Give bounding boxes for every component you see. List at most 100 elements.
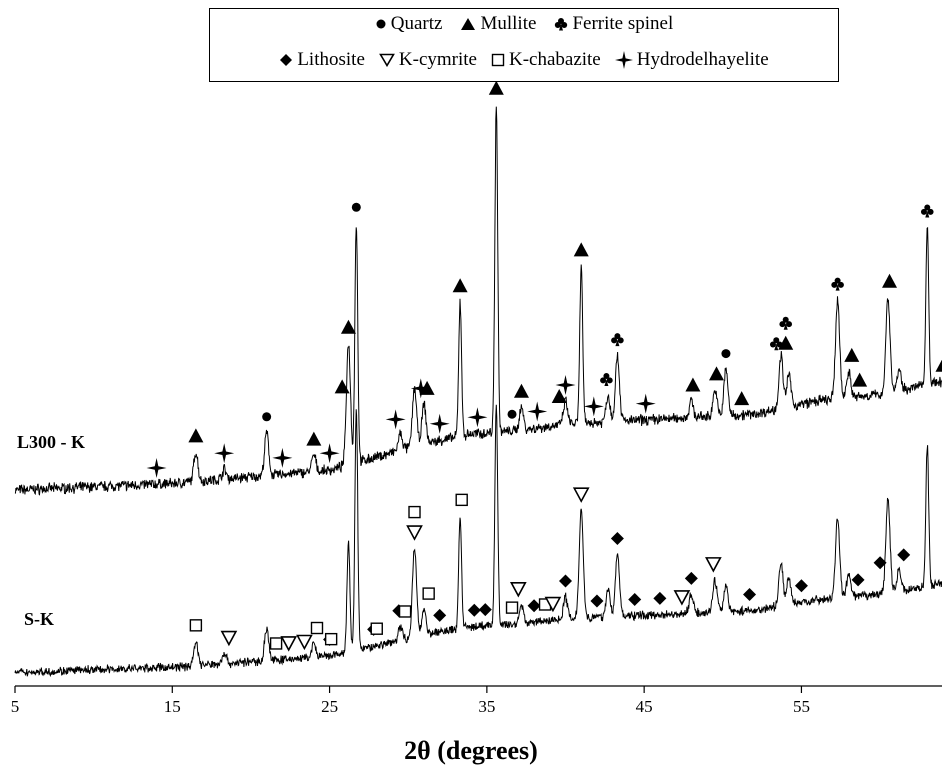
diamond-icon — [280, 54, 293, 66]
triangle-down-open-marker — [544, 596, 562, 613]
x-tick-label: 5 — [11, 697, 20, 716]
square-open-marker — [505, 601, 519, 614]
legend-label-k-cymrite: K-cymrite — [398, 49, 477, 70]
cross-star-marker — [429, 413, 450, 434]
x-tick-label: 45 — [636, 697, 653, 716]
square-open-icon — [491, 53, 505, 67]
x-tick-label: 55 — [793, 697, 810, 716]
square-open-marker — [408, 505, 421, 519]
diamond-marker — [851, 573, 865, 587]
series-label-s-k: S-K — [24, 609, 55, 629]
legend-label-quartz: Quartz — [390, 13, 443, 34]
circle-marker — [507, 409, 517, 419]
triangle-marker — [852, 372, 868, 387]
diamond-marker — [653, 591, 667, 605]
diamond-marker — [684, 571, 698, 585]
square-open-marker — [370, 622, 383, 635]
triangle-down-open-marker — [509, 581, 527, 598]
square-open-marker — [310, 621, 324, 635]
triangle-marker — [334, 379, 350, 394]
x-tick-label: 25 — [321, 697, 338, 716]
series-label-l300-k: L300 - K — [17, 432, 86, 452]
cross-star-marker — [635, 393, 656, 414]
triangle-down-open-marker — [220, 630, 238, 647]
square-open-marker — [269, 637, 283, 650]
triangle-icon — [461, 18, 476, 30]
triangle-marker — [734, 391, 750, 406]
club-marker — [779, 316, 793, 330]
triangle-marker — [935, 359, 942, 372]
circle-marker — [351, 202, 361, 212]
diamond-marker — [559, 574, 573, 588]
circle-icon — [376, 19, 386, 29]
cross-star-marker — [272, 447, 293, 468]
legend-item-lithosite: Lithosite — [279, 49, 365, 71]
legend: Quartz Mullite Ferrite spinel Lithosite … — [209, 8, 839, 82]
legend-item-mullite: Mullite — [460, 13, 536, 35]
legend-label-mullite: Mullite — [480, 13, 537, 34]
legend-item-k-cymrite: K-cymrite — [378, 49, 477, 71]
cross-star-marker — [214, 443, 235, 464]
triangle-marker — [188, 428, 204, 443]
x-tick-label: 15 — [164, 697, 181, 716]
triangle-marker — [488, 80, 504, 95]
triangle-marker — [844, 347, 860, 362]
triangle-marker — [513, 383, 529, 398]
club-marker — [600, 373, 613, 387]
diamond-marker — [794, 579, 808, 593]
legend-label-k-chabazite: K-chabazite — [508, 49, 601, 70]
legend-label-hydrodelhayelite: Hydrodelhayelite — [636, 49, 769, 70]
diamond-marker — [628, 592, 642, 606]
circle-marker — [721, 349, 731, 359]
triangle-marker — [551, 389, 567, 404]
cross-star-marker — [527, 401, 548, 422]
legend-item-quartz: Quartz — [375, 13, 443, 35]
triangle-marker — [573, 242, 589, 257]
triangle-down-open-marker — [572, 487, 590, 503]
triangle-marker — [452, 278, 468, 293]
cross-star-icon — [614, 51, 633, 69]
x-ticks-group: 5 15 25 35 45 55 — [11, 686, 810, 716]
legend-item-hydrodelhayelite: Hydrodelhayelite — [614, 49, 769, 71]
club-marker — [611, 333, 624, 347]
diamond-marker — [873, 556, 887, 570]
diamond-marker — [467, 603, 481, 617]
legend-row-2: Lithosite K-cymrite K-chabazite Hydrodel… — [210, 49, 838, 71]
diamond-marker — [610, 531, 624, 545]
cross-star-marker — [319, 443, 340, 464]
triangle-marker — [419, 380, 435, 395]
triangle-down-open-icon — [378, 53, 395, 67]
triangle-down-open-marker — [705, 557, 722, 573]
club-marker — [831, 277, 844, 291]
x-axis-label: 2θ (degrees) — [404, 736, 538, 765]
diamond-marker — [743, 588, 757, 602]
legend-label-ferrite-spinel: Ferrite spinel — [572, 13, 674, 34]
cross-star-marker — [385, 409, 406, 430]
circle-marker — [262, 412, 272, 422]
series-line-s-k — [14, 404, 942, 678]
club-marker — [920, 204, 934, 218]
diamond-marker — [478, 603, 492, 617]
triangle-down-open-marker — [406, 525, 423, 541]
triangle-marker — [709, 366, 725, 381]
square-open-marker — [189, 619, 203, 632]
triangle-marker — [340, 319, 356, 334]
triangle-down-open-marker — [296, 634, 313, 651]
diamond-marker — [590, 594, 604, 608]
cross-star-marker — [410, 378, 431, 399]
cross-star-marker — [146, 457, 167, 478]
legend-label-lithosite: Lithosite — [297, 49, 365, 70]
triangle-down-open-marker — [280, 636, 298, 652]
diamond-marker — [433, 608, 447, 622]
x-tick-label: 35 — [478, 697, 495, 716]
cross-star-marker — [467, 407, 488, 428]
triangle-marker — [306, 431, 322, 446]
phase-markers-group — [146, 37, 942, 652]
square-open-marker — [422, 587, 435, 600]
diamond-marker — [527, 599, 541, 613]
triangle-marker — [778, 335, 794, 350]
triangle-marker — [882, 273, 898, 288]
square-open-marker — [398, 605, 412, 618]
cross-star-marker — [555, 375, 576, 396]
